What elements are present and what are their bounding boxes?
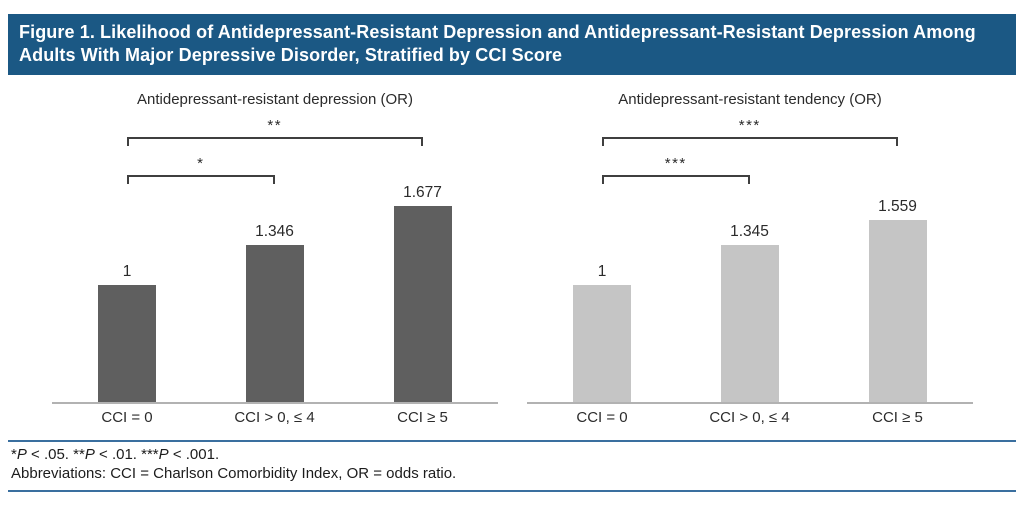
bar: [245, 245, 304, 402]
x-tick-label: CCI > 0, ≤ 4: [234, 409, 315, 426]
footer-bottom-rule: [8, 490, 1016, 492]
significance-bracket: [127, 137, 423, 146]
bar-value-label: 1: [122, 263, 132, 280]
significance-bracket: [602, 137, 898, 146]
bar: [393, 206, 452, 402]
significance-stars: *: [197, 155, 205, 172]
bar-value-label: 1.677: [403, 184, 442, 201]
x-tick-label: CCI ≥ 5: [397, 409, 448, 426]
significance-stars: **: [267, 117, 283, 134]
x-axis-line: [52, 402, 498, 404]
x-tick-label: CCI ≥ 5: [872, 409, 923, 426]
figure-title: Figure 1. Likelihood of Antidepressant-R…: [19, 22, 976, 65]
chart-antidepressant-resistant-tendency: Antidepressant-resistant tendency (OR) 1 C…: [515, 85, 975, 450]
bar: [868, 220, 927, 402]
bar-value-label: 1.346: [255, 223, 294, 240]
significance-stars: ***: [738, 117, 761, 134]
bar: [720, 245, 779, 402]
x-tick-label: CCI = 0: [576, 409, 628, 426]
chart-antidepressant-resistant-depression: Antidepressant-resistant depression (OR)…: [40, 85, 500, 450]
significance-note: *P < .05. **P < .01. ***P < .001.: [11, 446, 220, 463]
significance-bracket: [127, 175, 275, 184]
footer-top-rule: [8, 440, 1016, 442]
significance-bracket: [602, 175, 750, 184]
x-axis-line: [527, 402, 973, 404]
figure-title-bar: Figure 1. Likelihood of Antidepressant-R…: [8, 14, 1016, 75]
significance-stars: ***: [664, 155, 687, 172]
bar: [573, 285, 631, 402]
x-tick-label: CCI > 0, ≤ 4: [709, 409, 790, 426]
chart-title: Antidepressant-resistant depression (OR): [137, 91, 413, 108]
bar-value-label: 1.559: [878, 198, 917, 215]
x-tick-label: CCI = 0: [101, 409, 153, 426]
abbreviations-note: Abbreviations: CCI = Charlson Comorbidit…: [11, 465, 457, 482]
bar-value-label: 1.345: [730, 223, 769, 240]
bar-value-label: 1: [597, 263, 607, 280]
bar: [98, 285, 156, 402]
chart-title: Antidepressant-resistant tendency (OR): [618, 91, 882, 108]
